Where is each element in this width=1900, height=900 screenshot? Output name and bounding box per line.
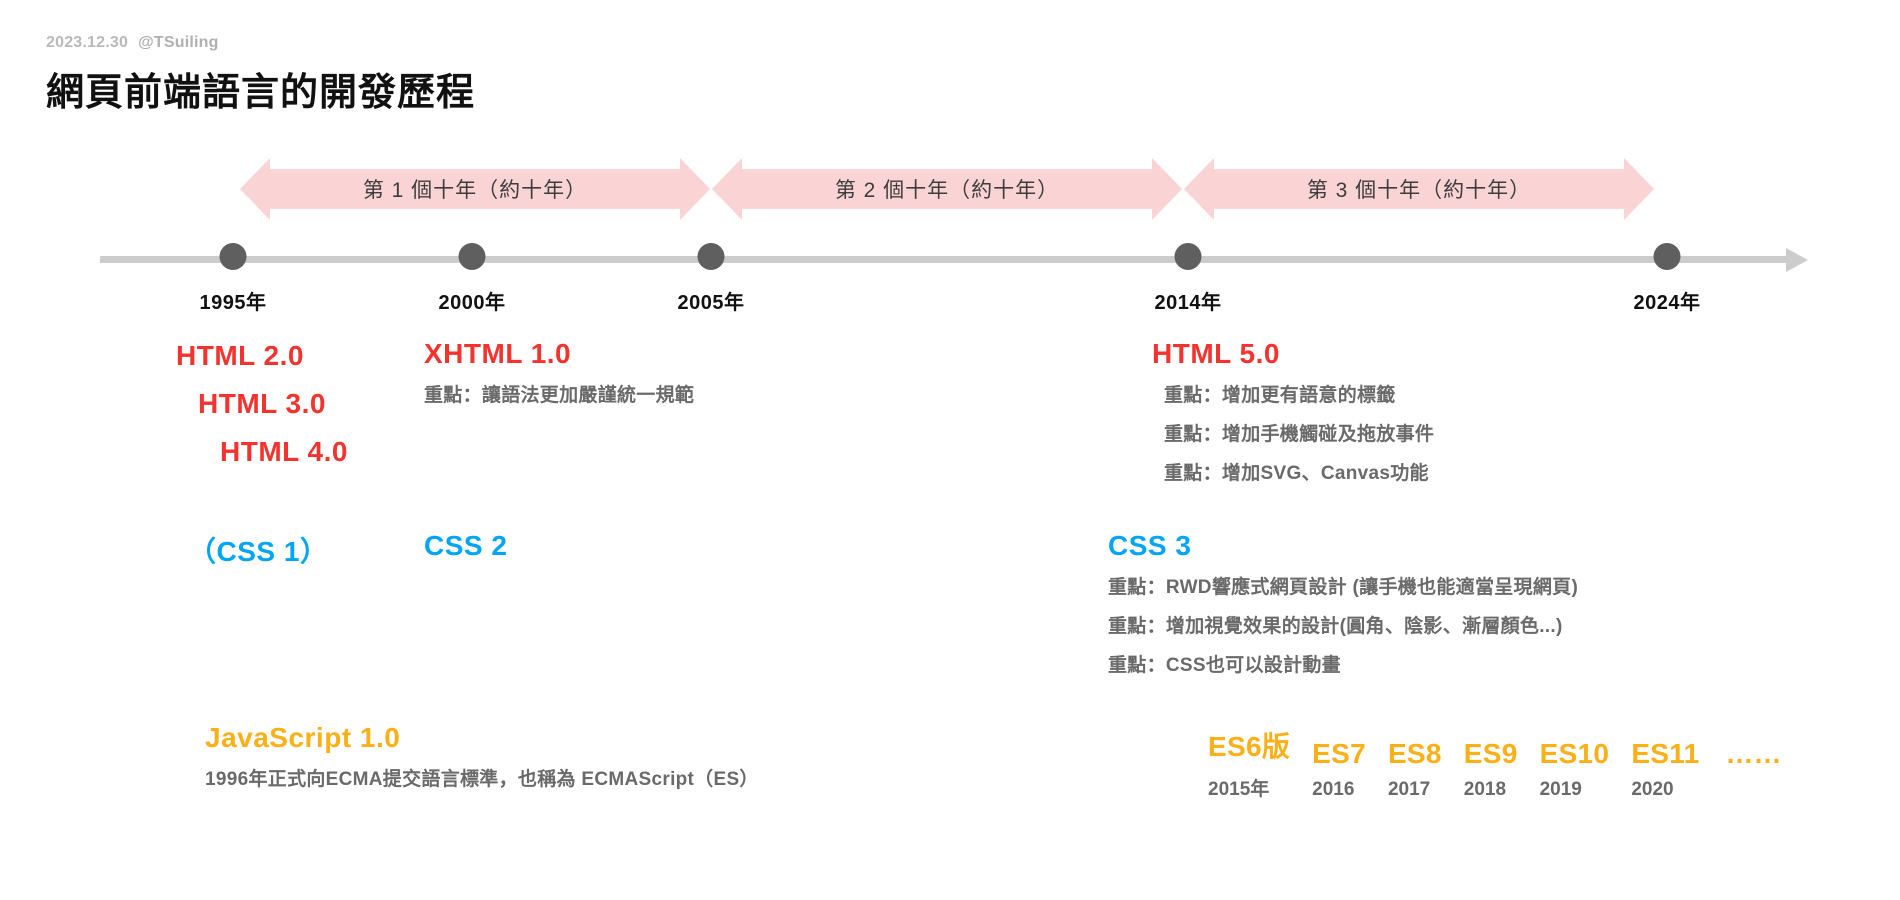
ecmascript-ellipsis: ……	[1725, 738, 1782, 769]
javascript-note: 1996年正式向ECMA提交語言標準，也稱為 ECMAScript（ES）	[205, 769, 759, 790]
ecmascript-name: ES7	[1312, 738, 1366, 769]
decade-arrow-label: 第 3 個十年（約十年）	[1306, 179, 1532, 202]
ecmascript-version: ES11 2020	[1631, 738, 1699, 801]
decade-arrow-3: 第 3 個十年（約十年）	[1184, 158, 1654, 220]
timeline-dot	[1174, 243, 1202, 270]
ecmascript-year: 2016	[1312, 779, 1355, 800]
timeline-dot	[697, 243, 725, 270]
css2-title: CSS 2	[424, 530, 508, 561]
ecmascript-version: ES6版 2015年	[1208, 725, 1290, 801]
css3-note: 重點：RWD響應式網頁設計 (讓手機也能適當呈現網頁)	[1108, 577, 1579, 598]
css3-block: CSS 3 重點：RWD響應式網頁設計 (讓手機也能適當呈現網頁) 重點：增加視…	[1108, 530, 1578, 677]
ecmascript-year: 2018	[1463, 779, 1507, 800]
timeline-year-label: 1995年	[199, 292, 267, 314]
ecmascript-year-spacer	[1725, 779, 1781, 801]
html5-note: 重點：增加更有語意的標籤	[1164, 385, 1396, 406]
ecmascript-version: ES7 2016	[1312, 738, 1366, 801]
html5-note: 重點：增加SVG、Canvas功能	[1164, 463, 1429, 484]
html-version: HTML 4.0	[220, 436, 348, 467]
ecmascript-name: ES9	[1463, 738, 1518, 769]
xhtml-note: 重點：讓語法更加嚴謹統一規範	[424, 385, 695, 406]
timeline-dot	[1653, 243, 1681, 270]
javascript-title: JavaScript 1.0	[205, 722, 401, 753]
css3-title: CSS 3	[1108, 530, 1192, 561]
css2-block: CSS 2	[424, 530, 507, 562]
javascript-block: JavaScript 1.0 1996年正式向ECMA提交語言標準，也稱為 EC…	[205, 722, 759, 791]
ecmascript-year: 2019	[1539, 779, 1582, 800]
axis-line	[100, 256, 1790, 263]
ecmascript-version: ES9 2018	[1464, 738, 1518, 801]
decade-arrow-label: 第 1 個十年（約十年）	[362, 179, 588, 202]
header-date: 2023.12.30	[46, 34, 129, 51]
html-version: HTML 3.0	[198, 388, 326, 419]
ecmascript-version: ES10 2019	[1540, 738, 1610, 801]
xhtml-title: XHTML 1.0	[424, 338, 572, 369]
ecmascript-version-row: ES6版 2015年 ES7 2016 ES8 2017 ES9 2018 ES…	[1208, 725, 1781, 801]
ecmascript-year: 2020	[1631, 779, 1674, 800]
timeline-year-label: 2014年	[1154, 292, 1222, 314]
html5-block: HTML 5.0 重點：增加更有語意的標籤 重點：增加手機觸碰及拖放事件 重點：…	[1152, 338, 1434, 485]
decade-arrow-group: 第 1 個十年（約十年） 第 2 個十年（約十年） 第 3 個十年（約十年）	[0, 158, 1900, 220]
ecmascript-name: ES8	[1387, 738, 1442, 769]
decade-arrow-label: 第 2 個十年（約十年）	[834, 179, 1060, 202]
ecmascript-name: ES6版	[1208, 731, 1291, 762]
timeline-year-label: 2024年	[1633, 292, 1701, 314]
ecmascript-year: 2015年	[1208, 779, 1270, 800]
css3-note: 重點：增加視覺效果的設計(圓角、陰影、漸層顏色...)	[1108, 616, 1563, 637]
html-early-versions: HTML 2.0 HTML 3.0 HTML 4.0	[176, 340, 348, 468]
timeline-year-label: 2000年	[438, 292, 506, 314]
css1-block: （CSS 1）	[188, 530, 328, 570]
ecmascript-year: 2017	[1387, 779, 1431, 800]
ecmascript-more: ……	[1725, 738, 1781, 801]
html5-title: HTML 5.0	[1152, 338, 1280, 369]
html-version: HTML 2.0	[176, 340, 304, 371]
timeline-dot	[458, 243, 486, 270]
header: 2023.12.30 @TSuiling 網頁前端語言的開發歷程	[46, 34, 475, 116]
timeline-axis: 1995年 2000年 2005年 2014年 2024年	[0, 243, 1900, 314]
ecmascript-version: ES8 2017	[1388, 738, 1442, 801]
ecmascript-name: ES10	[1539, 738, 1610, 769]
timeline-year-label: 2005年	[677, 292, 745, 314]
ecmascript-name: ES11	[1631, 738, 1700, 769]
decade-arrow-2: 第 2 個十年（約十年）	[712, 158, 1182, 220]
css3-note: 重點：CSS也可以設計動畫	[1108, 655, 1341, 676]
html5-note: 重點：增加手機觸碰及拖放事件	[1164, 424, 1435, 445]
css1-title: （CSS 1）	[188, 536, 329, 567]
xhtml-block: XHTML 1.0 重點：讓語法更加嚴謹統一規範	[424, 338, 694, 407]
header-handle: @TSuiling	[138, 34, 219, 51]
decade-arrow-1: 第 1 個十年（約十年）	[240, 158, 710, 220]
page-title: 網頁前端語言的開發歷程	[46, 72, 476, 114]
timeline-dot	[219, 243, 247, 270]
header-meta: 2023.12.30 @TSuiling	[46, 34, 475, 52]
axis-arrowhead-icon	[1786, 248, 1808, 272]
